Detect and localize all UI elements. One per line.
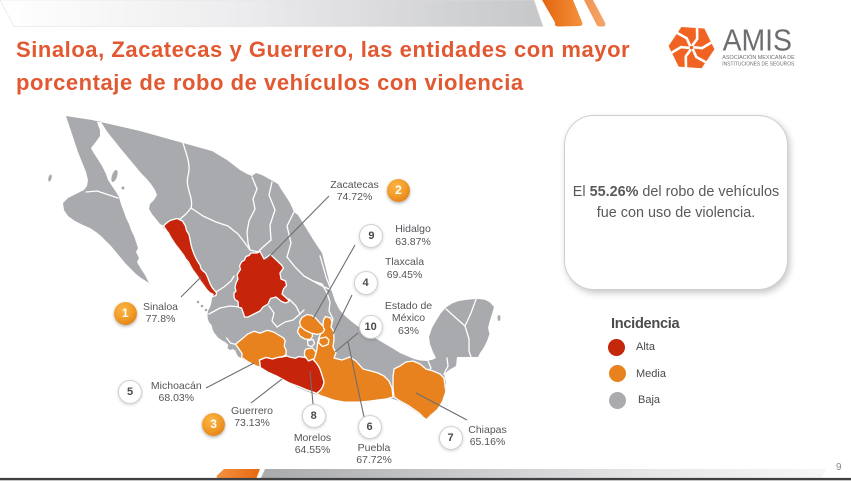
svg-text:AMIS: AMIS <box>723 22 792 57</box>
svg-text:ASOCIACIÓN MEXICANA DE: ASOCIACIÓN MEXICANA DE <box>722 54 795 61</box>
svg-text:INSTITUCIONES DE SEGUROS: INSTITUCIONES DE SEGUROS <box>722 62 794 68</box>
